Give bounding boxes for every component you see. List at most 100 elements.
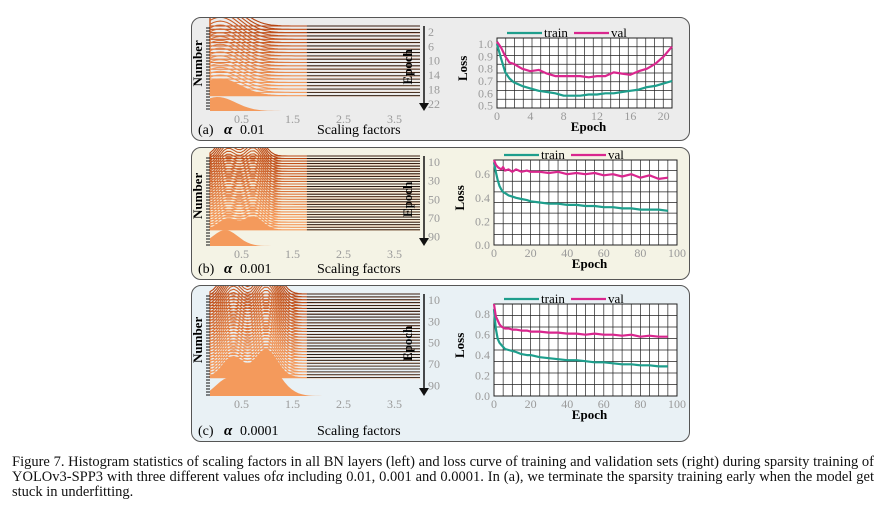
loss-grid [493, 303, 678, 397]
caption-text-post: including 0.01, 0.001 and 0.0001. In (a)… [12, 469, 874, 500]
histogram-x-tick-label: 3.5 [387, 397, 402, 411]
loss-series-train [495, 43, 673, 97]
loss-y-tick-label: 0.2 [475, 214, 490, 228]
loss-grid [496, 37, 673, 109]
histogram-x-ticks: 0.5 1.5 2.5 3.5 [234, 112, 402, 126]
epoch-axis-label: Epoch [400, 48, 415, 84]
histogram-xlabel: Scaling factors [317, 424, 401, 439]
epoch-tick-label: 90 [428, 230, 440, 244]
histogram-x-tick-label: 1.5 [285, 247, 300, 261]
loss-y-tick-label: 0.9 [478, 49, 493, 63]
loss-series-val [492, 303, 668, 338]
panel-label: (b) [198, 262, 215, 277]
histogram-b: Number 0.5 1.5 2.5 3.5 Epoch 10 30 50 70 90 (b) α 0.0… [192, 148, 440, 277]
figure-caption: Figure 7. Histogram statistics of scalin… [12, 455, 874, 500]
epoch-arrow-icon [419, 238, 429, 246]
histogram-x-tick-label: 1.5 [285, 397, 300, 411]
epoch-axis: Epoch 10 30 50 70 90 [400, 155, 440, 246]
loss-x-tick-label: 20 [658, 109, 670, 123]
epoch-tick-label: 90 [428, 378, 440, 392]
loss-y-tick-label: 0.6 [475, 167, 490, 181]
panel-label: (c) [198, 424, 214, 439]
histogram-x-ticks: 0.5 1.5 2.5 3.5 [234, 247, 402, 261]
epoch-axis-label: Epoch [400, 181, 415, 217]
loss-y-tick-label: 0.0 [475, 238, 490, 252]
alpha-symbol: α [224, 261, 233, 277]
caption-alpha-symbol: α [276, 469, 284, 485]
loss-legend: train val [507, 25, 627, 40]
loss-x-tick-label: 0 [491, 246, 497, 260]
loss-y-ticks: 0.6 0.4 0.2 0.0 [475, 167, 490, 252]
loss-x-tick-label: 60 [598, 246, 610, 260]
legend-train-label: train [541, 148, 565, 162]
epoch-tick-label: 10 [428, 293, 440, 307]
epoch-tick-label: 14 [428, 68, 440, 82]
histogram-x-ticks: 0.5 1.5 2.5 3.5 [234, 397, 402, 411]
loss-x-tick-label: 80 [634, 397, 646, 411]
loss-xlabel: Epoch [572, 256, 608, 271]
loss-y-tick-label: 0.0 [475, 389, 490, 403]
alpha-value: 0.0001 [240, 424, 279, 439]
loss-x-tick-label: 0 [491, 397, 497, 411]
loss-chart-c: 0.8 0.6 0.4 0.2 0.0 Loss 0 20 40 60 80 100 Epoch trai… [452, 291, 686, 422]
loss-x-tick-label: 40 [561, 246, 573, 260]
alpha-value: 0.01 [240, 123, 265, 138]
histogram-x-tick-label: 1.5 [285, 112, 300, 126]
legend-train-label: train [541, 291, 565, 306]
loss-ylabel: Loss [452, 333, 467, 358]
epoch-tick-label: 6 [428, 39, 434, 53]
histogram-x-tick-label: 0.5 [234, 247, 249, 261]
loss-series-val [496, 41, 673, 79]
loss-ylabel: Loss [452, 185, 467, 210]
histogram-front-area [210, 97, 414, 111]
panel-b: Number 0.5 1.5 2.5 3.5 Epoch 10 30 50 70 90 (b) α 0.0… [191, 147, 690, 280]
histogram-x-tick-label: 0.5 [234, 397, 249, 411]
loss-y-tick-label: 0.2 [475, 369, 490, 383]
loss-x-tick-label: 12 [591, 109, 603, 123]
loss-x-tick-label: 100 [668, 397, 686, 411]
loss-y-tick-label: 0.7 [478, 74, 493, 88]
loss-x-ticks: 0 20 40 60 80 100 [491, 246, 686, 260]
panel-label-row: (c) α 0.0001 Scaling factors [198, 423, 401, 439]
histogram-x-tick-label: 0.5 [234, 112, 249, 126]
epoch-tick-label: 30 [428, 314, 440, 328]
loss-y-tick-label: 0.5 [478, 99, 493, 113]
loss-x-tick-label: 40 [561, 397, 573, 411]
epoch-arrow-icon [419, 103, 429, 111]
histogram-y-axis: Number [192, 27, 210, 110]
histogram-front-area [210, 230, 414, 246]
epoch-tick-label: 70 [428, 211, 440, 225]
epoch-tick-label: 50 [428, 336, 440, 350]
loss-y-tick-label: 0.6 [475, 328, 490, 342]
epoch-arrow-icon [419, 388, 429, 396]
panel-c: Number 0.5 1.5 2.5 3.5 Epoch 10 30 50 70 90 (c) α 0.0… [191, 285, 690, 442]
loss-series-train [492, 308, 668, 368]
alpha-symbol: α [224, 423, 233, 439]
histogram-x-tick-label: 3.5 [387, 247, 402, 261]
panel-c-svg: Number 0.5 1.5 2.5 3.5 Epoch 10 30 50 70 90 (c) α 0.0… [192, 286, 686, 439]
epoch-tick-label: 70 [428, 357, 440, 371]
histogram-ylabel: Number [192, 173, 205, 219]
loss-x-ticks: 0 20 40 60 80 100 [491, 397, 686, 411]
loss-xlabel: Epoch [572, 407, 608, 422]
panel-label-row: (a) α 0.01 Scaling factors [198, 122, 401, 138]
loss-xlabel: Epoch [571, 119, 607, 134]
alpha-value: 0.001 [240, 262, 272, 277]
epoch-tick-label: 10 [428, 155, 440, 169]
loss-ylabel: Loss [455, 56, 470, 81]
panel-a: Number 0.5 1.5 2.5 3.5 Epoch 2 6 10 14 18 22 (a) α 0.0… [191, 17, 690, 141]
legend-val-label: val [608, 148, 624, 162]
alpha-symbol: α [224, 122, 233, 138]
loss-y-tick-label: 0.4 [475, 191, 490, 205]
loss-x-tick-label: 16 [624, 109, 636, 123]
histogram-front-area [210, 355, 414, 396]
histogram-x-tick-label: 3.5 [387, 112, 402, 126]
loss-x-tick-label: 60 [598, 397, 610, 411]
loss-legend: train val [504, 291, 624, 306]
histogram-xlabel: Scaling factors [317, 262, 401, 277]
loss-grid [493, 159, 678, 246]
loss-y-tick-label: 0.4 [475, 348, 490, 362]
histogram-x-tick-label: 2.5 [336, 247, 351, 261]
